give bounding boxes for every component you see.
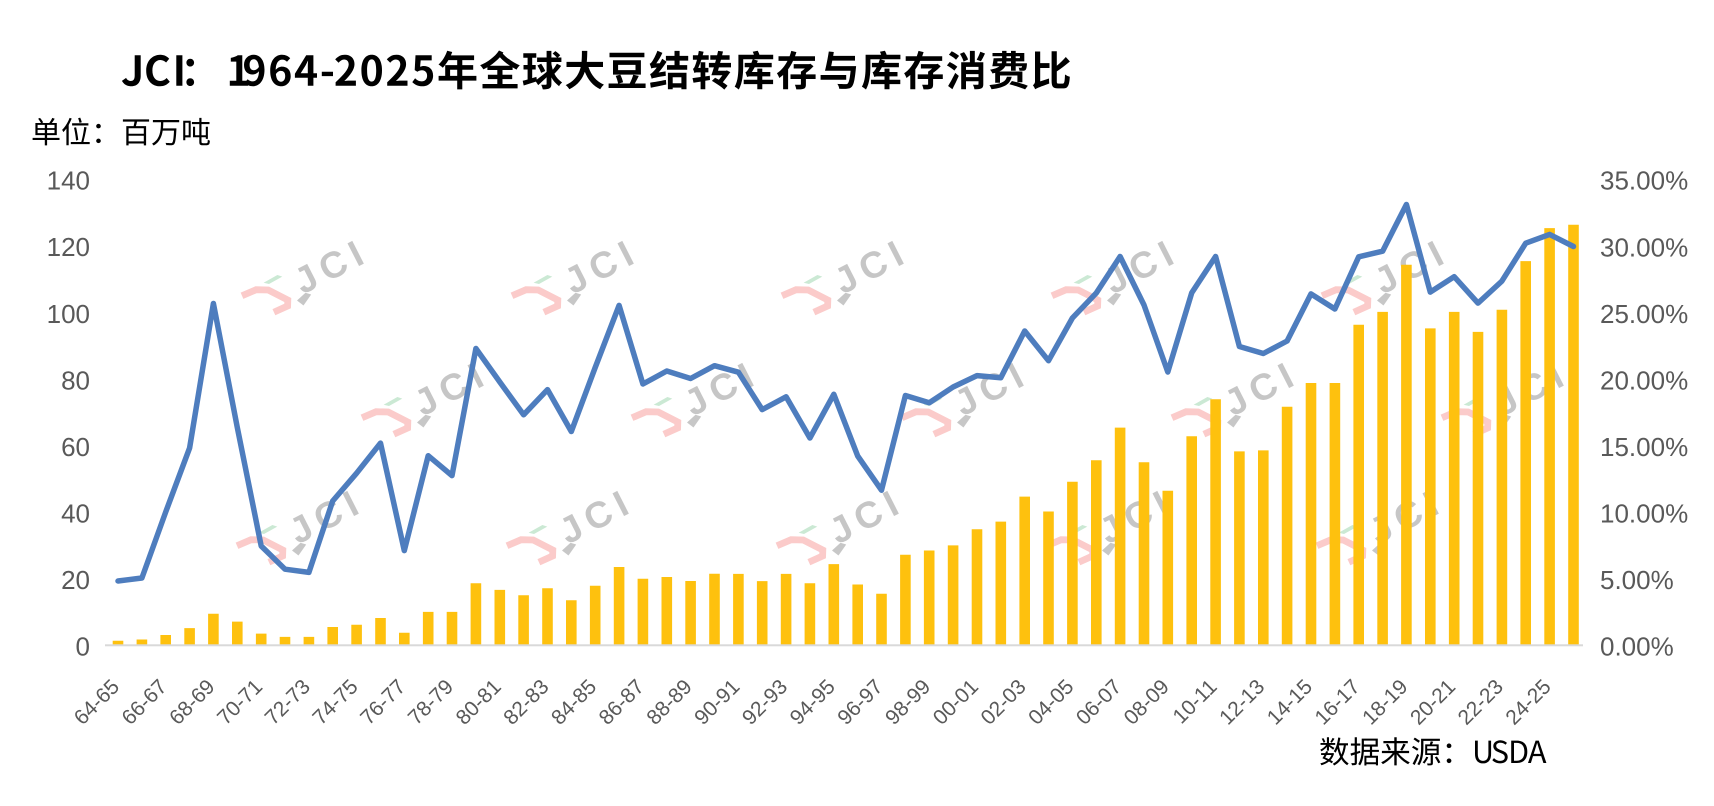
svg-text:0: 0 xyxy=(76,632,90,662)
svg-text:15.00%: 15.00% xyxy=(1600,432,1688,462)
svg-text:35.00%: 35.00% xyxy=(1600,166,1688,196)
svg-text:20.00%: 20.00% xyxy=(1600,365,1688,395)
svg-text:0.00%: 0.00% xyxy=(1600,632,1674,662)
svg-text:60: 60 xyxy=(61,432,90,462)
svg-text:140: 140 xyxy=(47,166,90,196)
svg-text:30.00%: 30.00% xyxy=(1600,232,1688,262)
svg-text:10.00%: 10.00% xyxy=(1600,499,1688,529)
svg-text:5.00%: 5.00% xyxy=(1600,565,1674,595)
svg-text:100: 100 xyxy=(47,299,90,329)
svg-text:120: 120 xyxy=(47,232,90,262)
svg-text:40: 40 xyxy=(61,499,90,529)
svg-text:80: 80 xyxy=(61,365,90,395)
svg-text:20: 20 xyxy=(61,565,90,595)
svg-text:25.00%: 25.00% xyxy=(1600,299,1688,329)
